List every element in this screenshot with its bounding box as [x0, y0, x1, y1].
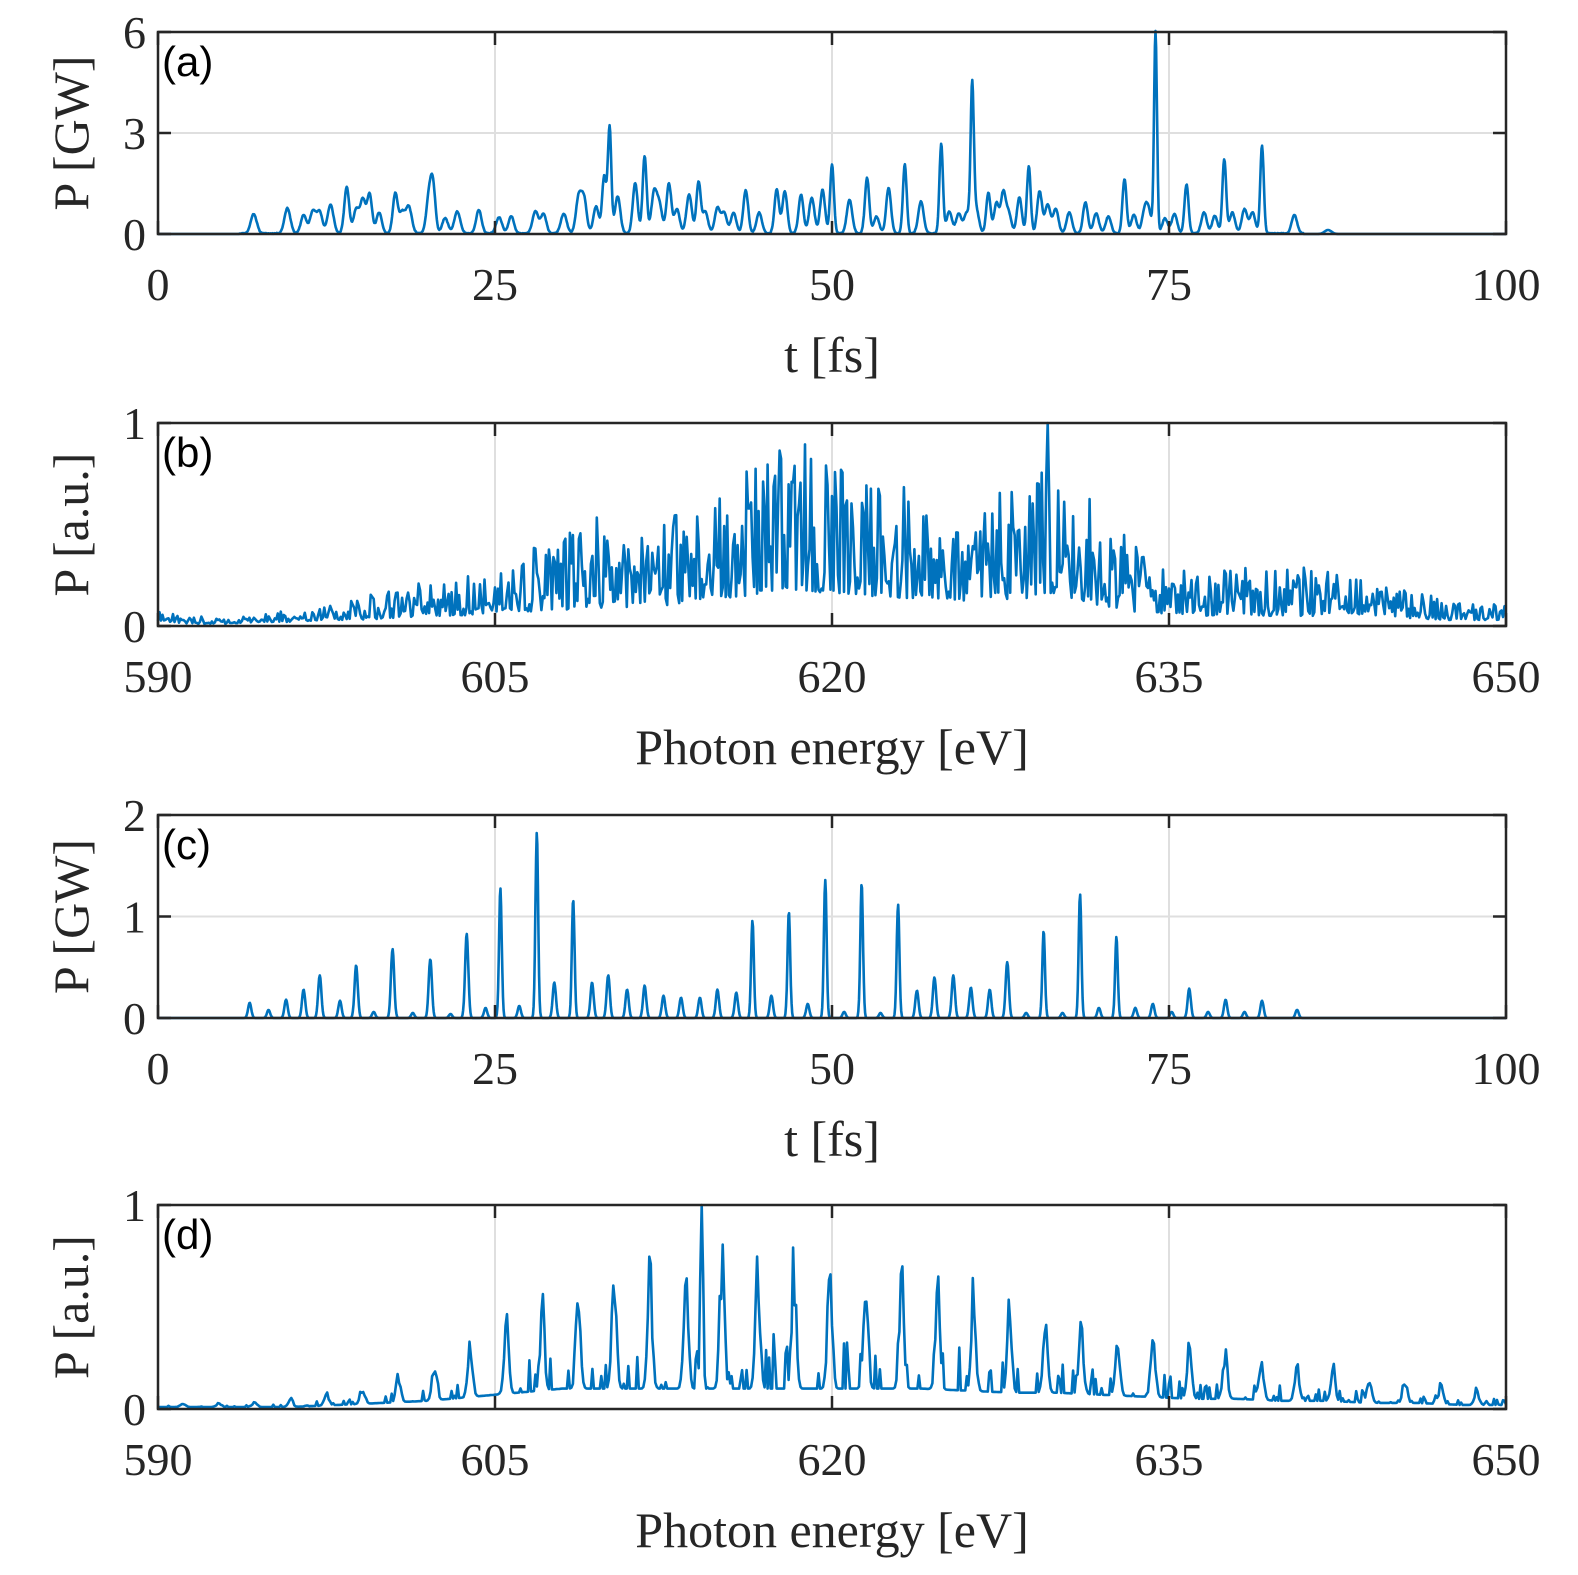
- panel-b: 590 605 620 635 650 0 1 Photon energy [eV] P [a.…: [43, 398, 1541, 775]
- x-tick-label: 590: [124, 1434, 193, 1485]
- x-tick-label: 620: [798, 651, 867, 702]
- y-tick-label: 0: [123, 209, 146, 260]
- x-tick-label: 650: [1472, 1434, 1541, 1485]
- y-tick-label: 6: [123, 7, 146, 58]
- x-tick-label: 75: [1146, 259, 1192, 310]
- x-tick-label: 75: [1146, 1043, 1192, 1094]
- x-tick-label: 100: [1472, 259, 1541, 310]
- panel-d: 590 605 620 635 650 0 1 Photon energy [eV] P [a.…: [43, 1180, 1541, 1558]
- x-tick-label: 100: [1472, 1043, 1541, 1094]
- panel-label: (c): [162, 821, 211, 868]
- panel-a: 0 25 50 75 100 0 3 6 t [fs] P [GW] (a): [43, 7, 1541, 383]
- x-tick-label: 25: [472, 259, 518, 310]
- y-tick-label: 1: [123, 892, 146, 943]
- y-axis-label: P [a.u.]: [43, 453, 99, 597]
- x-tick-label: 620: [798, 1434, 867, 1485]
- y-tick-label: 2: [123, 790, 146, 841]
- y-axis-label: P [GW]: [43, 839, 99, 994]
- series-line: [156, 421, 1507, 626]
- x-axis-label: t [fs]: [784, 327, 880, 383]
- x-tick-label: 605: [461, 651, 530, 702]
- panel-label: (a): [162, 38, 213, 85]
- y-axis-label: P [GW]: [43, 55, 99, 210]
- x-tick-label: 635: [1135, 651, 1204, 702]
- x-tick-label: 50: [809, 1043, 855, 1094]
- panel-c: 0 25 50 75 100 0 1 2 t [fs] P [GW] (c): [43, 790, 1541, 1167]
- y-tick-label: 0: [123, 1384, 146, 1435]
- x-axis-label: Photon energy [eV]: [635, 719, 1028, 775]
- y-tick-label: 3: [123, 108, 146, 159]
- panel-label: (d): [162, 1211, 213, 1258]
- series-line: [158, 1203, 1508, 1409]
- x-tick-label: 605: [461, 1434, 530, 1485]
- x-tick-label: 590: [124, 651, 193, 702]
- x-tick-label: 0: [147, 1043, 170, 1094]
- y-axis-label: P [a.u.]: [43, 1235, 99, 1379]
- x-tick-label: 50: [809, 259, 855, 310]
- y-tick-label: 0: [123, 601, 146, 652]
- x-axis-label: t [fs]: [784, 1111, 880, 1167]
- panel-label: (b): [162, 429, 213, 476]
- x-tick-label: 635: [1135, 1434, 1204, 1485]
- y-tick-label: 1: [123, 398, 146, 449]
- x-tick-label: 0: [147, 259, 170, 310]
- x-tick-label: 650: [1472, 651, 1541, 702]
- x-axis-label: Photon energy [eV]: [635, 1502, 1028, 1558]
- x-tick-label: 25: [472, 1043, 518, 1094]
- y-tick-label: 1: [123, 1180, 146, 1231]
- y-tick-label: 0: [123, 993, 146, 1044]
